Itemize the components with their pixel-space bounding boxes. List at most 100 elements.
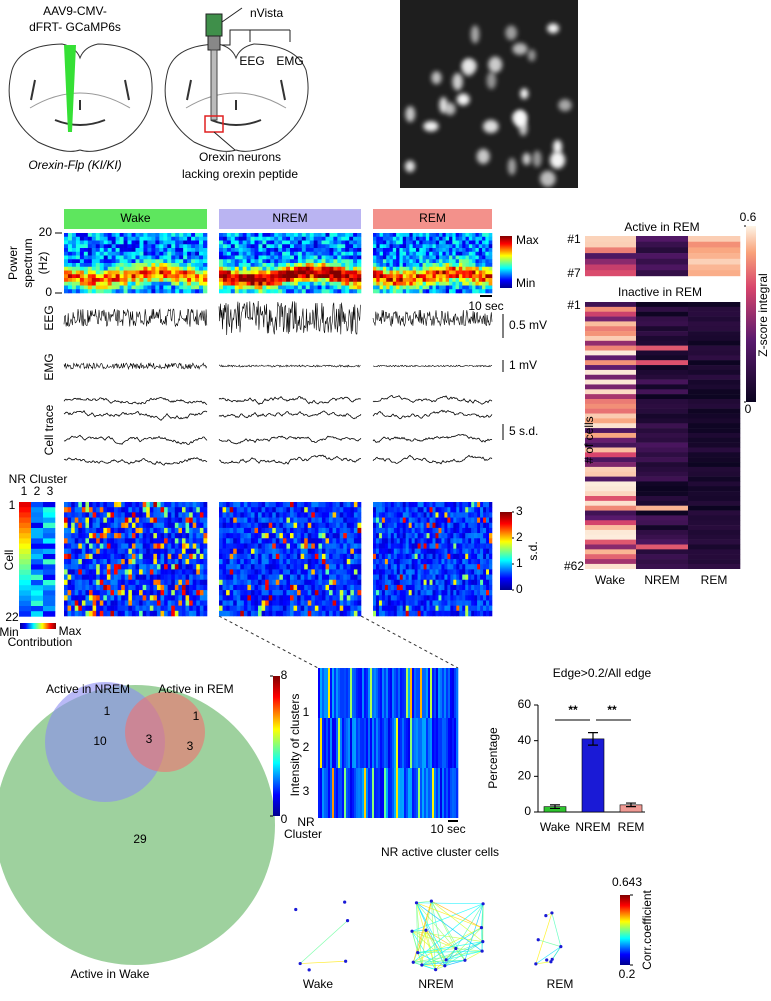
activity-cell xyxy=(89,569,93,574)
spectrogram-cell xyxy=(100,248,104,252)
activity-cell xyxy=(376,585,379,590)
activity-cell xyxy=(157,595,161,600)
activity-cell xyxy=(223,549,227,554)
spectrogram-cell xyxy=(399,244,403,248)
spectrogram-cell xyxy=(104,271,108,275)
activity-cell xyxy=(333,600,337,605)
spectrogram-cell xyxy=(262,244,266,248)
activity-cell xyxy=(110,611,114,616)
activity-cell xyxy=(283,575,287,580)
spectrogram-cell xyxy=(469,259,473,263)
activity-cell xyxy=(96,523,100,528)
activity-cell xyxy=(474,569,477,574)
activity-cell xyxy=(286,523,290,528)
activity-cell xyxy=(182,595,186,600)
spectrogram-cell xyxy=(88,252,92,256)
activity-cell xyxy=(424,585,427,590)
activity-cell xyxy=(373,585,376,590)
activity-cell xyxy=(262,590,266,595)
heatmap-cell xyxy=(585,317,636,322)
activity-cell xyxy=(121,533,125,538)
activity-cell xyxy=(110,606,114,611)
spectrogram-cell xyxy=(482,244,486,248)
activity-cell xyxy=(258,512,262,517)
activity-cell xyxy=(430,564,433,569)
spectrogram-cell xyxy=(390,252,394,256)
spectrogram-cell xyxy=(100,237,104,241)
spectrogram-cell xyxy=(426,256,430,260)
spectrogram-cell xyxy=(68,233,72,237)
spectrogram-cell xyxy=(329,278,333,282)
activity-cell xyxy=(164,559,168,564)
spectrogram-cell xyxy=(68,267,72,271)
spectrogram-cell xyxy=(456,248,460,252)
activity-cell xyxy=(474,549,477,554)
spectrogram-cell xyxy=(88,274,92,278)
label: #62 xyxy=(564,559,584,573)
activity-cell xyxy=(78,554,82,559)
activity-cell xyxy=(489,533,492,538)
spectrogram-cell xyxy=(195,237,199,241)
activity-cell xyxy=(276,543,280,548)
activity-cell xyxy=(453,611,456,616)
activity-cell xyxy=(441,580,444,585)
activity-cell xyxy=(118,549,122,554)
spectrogram-cell xyxy=(147,233,151,237)
activity-cell xyxy=(477,595,480,600)
activity-cell xyxy=(450,559,453,564)
activity-cell xyxy=(68,580,72,585)
activity-cell xyxy=(110,538,114,543)
activity-cell xyxy=(161,611,165,616)
activity-cell xyxy=(226,543,230,548)
spectrogram-cell xyxy=(326,286,330,290)
activity-cell xyxy=(357,585,361,590)
activity-cell xyxy=(315,507,319,512)
spectrogram-cell xyxy=(433,233,437,237)
activity-cell xyxy=(121,611,125,616)
spectrogram-cell xyxy=(199,237,203,241)
activity-cell xyxy=(132,512,136,517)
spectrogram-cell xyxy=(223,282,227,286)
activity-cell xyxy=(255,600,259,605)
label: 1 xyxy=(9,498,16,512)
spectrogram-cell xyxy=(466,282,470,286)
activity-cell xyxy=(178,569,182,574)
spectrogram-cell xyxy=(136,241,140,245)
activity-cell xyxy=(139,575,143,580)
activity-cell xyxy=(326,549,330,554)
activity-cell xyxy=(168,590,172,595)
heatmap-cell xyxy=(585,477,636,482)
spectrogram-cell xyxy=(247,248,251,252)
spectrogram-cell xyxy=(475,248,479,252)
activity-cell xyxy=(171,554,175,559)
activity-cell xyxy=(189,549,193,554)
spectrogram-cell xyxy=(466,241,470,245)
cluster-cell xyxy=(404,718,406,768)
activity-cell xyxy=(441,549,444,554)
activity-cell xyxy=(223,533,227,538)
spectrogram-cell xyxy=(247,241,251,245)
activity-cell xyxy=(340,611,344,616)
activity-cell xyxy=(447,507,450,512)
spectrogram-cell xyxy=(406,244,410,248)
activity-cell xyxy=(272,595,276,600)
spectrogram-cell xyxy=(231,278,235,282)
activity-cell xyxy=(435,512,438,517)
heatmap-cell xyxy=(585,341,636,346)
activity-cell xyxy=(311,533,315,538)
activity-cell xyxy=(412,523,415,528)
spectrogram-cell xyxy=(290,286,294,290)
activity-cell xyxy=(200,507,204,512)
activity-cell xyxy=(388,549,391,554)
activity-cell xyxy=(114,575,118,580)
heatmap-cell xyxy=(688,496,740,501)
spectrogram-cell xyxy=(403,289,407,293)
activity-cell xyxy=(311,595,315,600)
spectrogram-cell xyxy=(472,241,476,245)
activity-cell xyxy=(255,595,259,600)
activity-cell xyxy=(322,600,326,605)
activity-cell xyxy=(406,559,409,564)
spectrogram-cell xyxy=(108,244,112,248)
spectrogram-cell xyxy=(251,256,255,260)
